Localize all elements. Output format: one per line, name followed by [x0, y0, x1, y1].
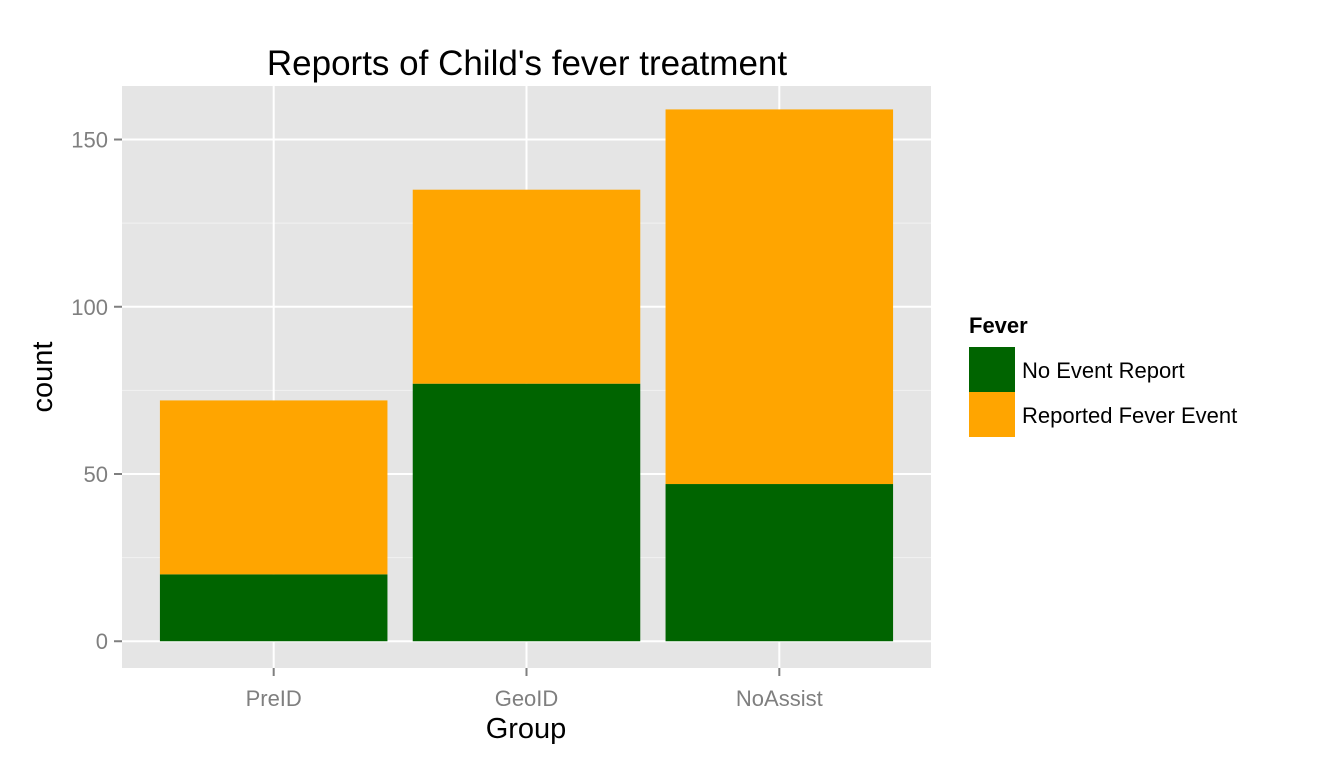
x-axis: PreID GeoID NoAssist [246, 668, 823, 711]
y-axis-title: count [27, 342, 59, 413]
x-axis-title: Group [486, 713, 567, 745]
bar-geoid-reported-fever-event [412, 189, 641, 384]
bar-geoid-no-event-report [412, 383, 641, 642]
bar-noassist-no-event-report [665, 484, 894, 642]
y-tick-label: 0 [96, 629, 108, 654]
bar-preid-no-event-report [159, 574, 388, 642]
bars-layer [159, 109, 894, 642]
y-tick-label: 50 [84, 462, 108, 487]
legend-swatch [969, 347, 1015, 392]
y-tick-label: 100 [71, 295, 108, 320]
legend-title: Fever [969, 313, 1028, 338]
y-tick-label: 150 [71, 128, 108, 153]
x-tick-label: NoAssist [736, 686, 823, 711]
bar-noassist-reported-fever-event [665, 109, 894, 485]
legend-label: No Event Report [1022, 358, 1185, 383]
y-axis: 0 50 100 150 [71, 128, 122, 654]
x-tick-label: GeoID [495, 686, 559, 711]
x-tick-label: PreID [246, 686, 302, 711]
chart-title: Reports of Child's fever treatment [267, 44, 788, 83]
legend-swatch [969, 392, 1015, 437]
legend-label: Reported Fever Event [1022, 403, 1237, 428]
bar-preid-reported-fever-event [159, 400, 388, 575]
legend: Fever No Event Report Reported Fever Even… [969, 313, 1237, 437]
legend-items: No Event Report Reported Fever Event [969, 347, 1237, 437]
